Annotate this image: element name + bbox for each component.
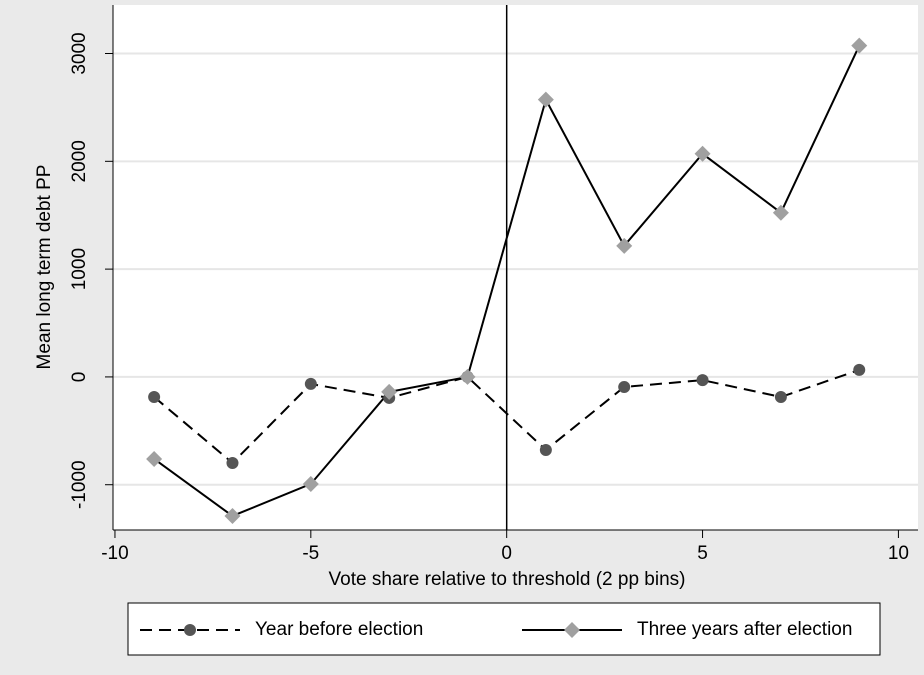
y-tick-label: 2000 — [69, 140, 90, 182]
marker — [851, 37, 868, 54]
x-axis-label: Vote share relative to threshold (2 pp b… — [329, 569, 686, 590]
y-tick-label: 3000 — [69, 32, 90, 74]
marker — [616, 237, 633, 254]
marker — [694, 145, 711, 162]
marker — [618, 380, 631, 393]
series-line — [153, 45, 861, 518]
marker — [772, 204, 789, 221]
y-tick-label: 1000 — [69, 248, 90, 290]
marker — [148, 390, 161, 403]
y-tick-label: -1000 — [69, 460, 90, 509]
plot-area — [113, 5, 918, 530]
x-tick-label: -10 — [101, 543, 128, 564]
legend-label: Three years after election — [637, 619, 852, 640]
x-tick-label: 0 — [501, 543, 512, 564]
marker — [381, 383, 398, 400]
marker — [853, 363, 866, 376]
marker — [184, 624, 196, 636]
marker — [304, 377, 317, 390]
y-tick-label: 0 — [69, 372, 90, 383]
marker — [774, 390, 787, 403]
marker — [537, 91, 554, 108]
marker — [146, 450, 163, 467]
marker — [224, 507, 241, 524]
legend-label: Year before election — [255, 619, 423, 640]
y-axis-label: Mean long term debt PP — [34, 165, 55, 370]
marker — [539, 444, 552, 457]
marker — [302, 475, 319, 492]
series-line — [153, 368, 860, 465]
marker — [226, 456, 239, 469]
x-tick-label: 5 — [697, 543, 708, 564]
marker — [696, 374, 709, 387]
marker — [459, 368, 476, 385]
legend-box — [127, 602, 881, 656]
x-tick-label: 10 — [888, 543, 909, 564]
marker — [564, 622, 580, 638]
x-tick-label: -5 — [302, 543, 319, 564]
